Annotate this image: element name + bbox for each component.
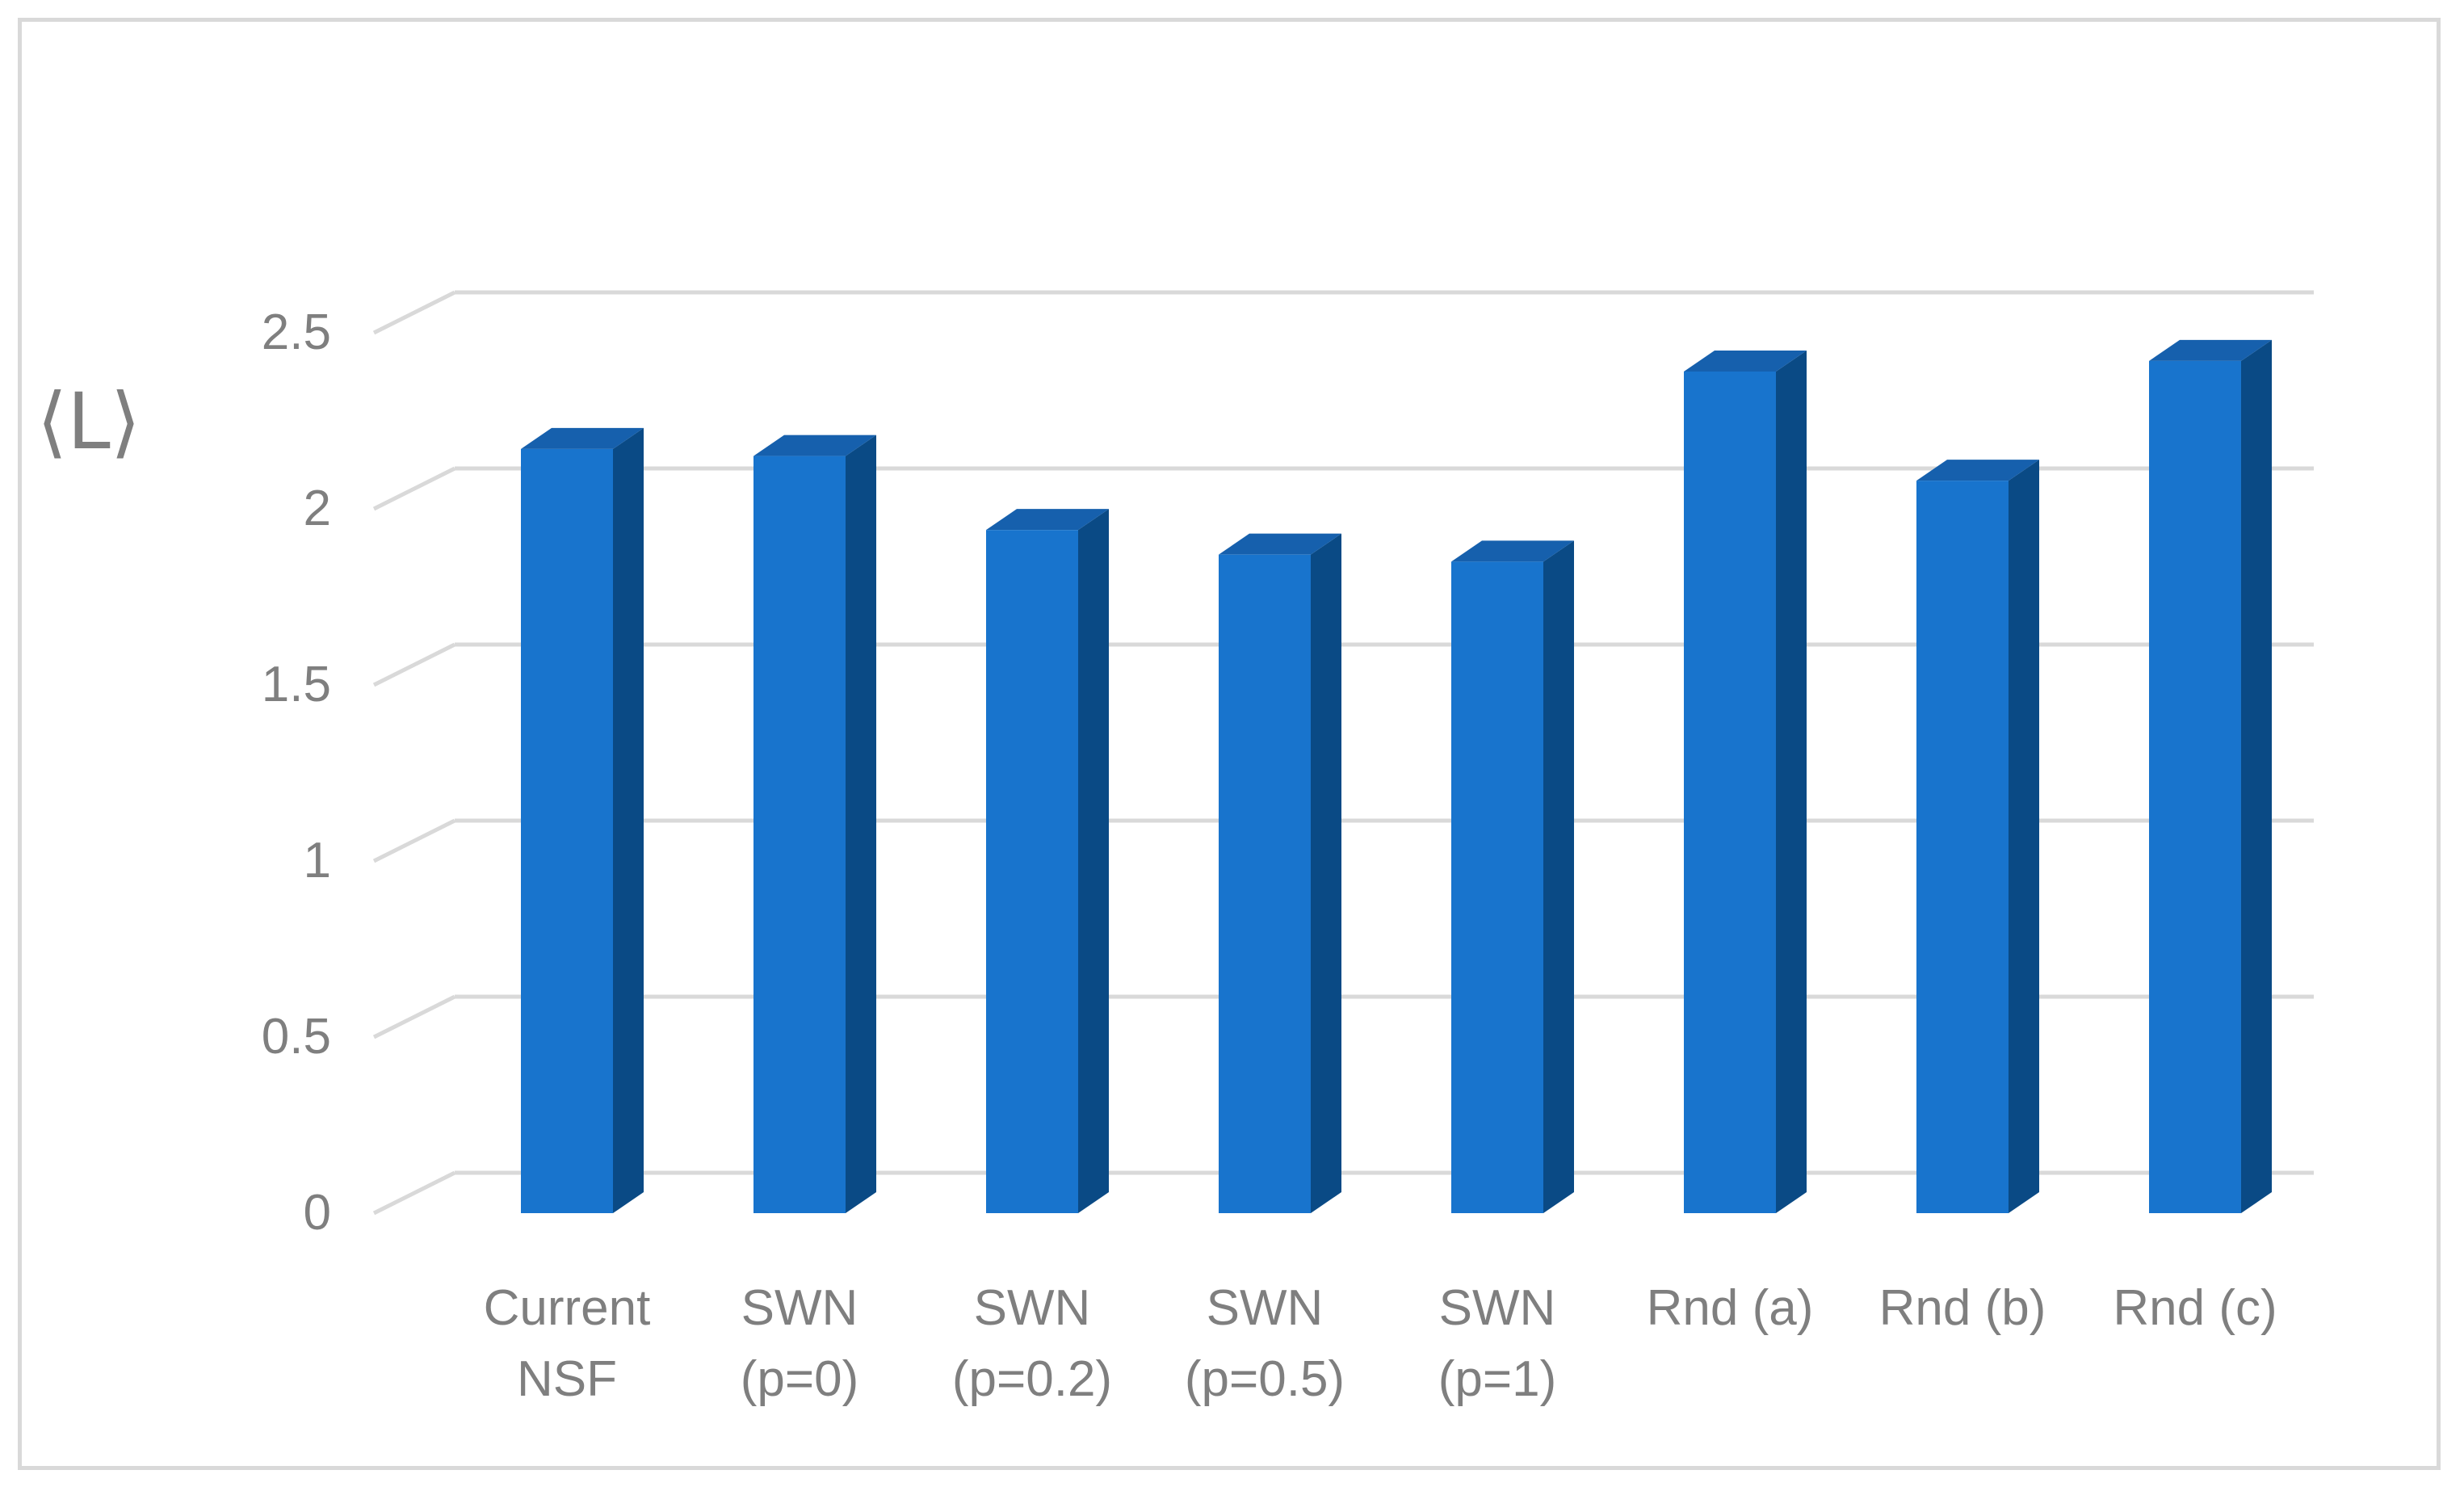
y-tick-label: 0.5 bbox=[262, 1009, 331, 1065]
x-category-label: SWN (p=0.5) bbox=[1185, 1280, 1345, 1407]
x-category-label: Rnd (b) bbox=[1879, 1280, 2046, 1336]
bar bbox=[1684, 350, 1807, 1214]
gridline bbox=[372, 290, 2314, 335]
bar bbox=[1916, 460, 2039, 1213]
y-axis-ticks: 0 0.5 1 1.5 2 2.5 bbox=[262, 304, 331, 1241]
y-tick-label: 1.5 bbox=[262, 657, 331, 712]
y-tick-label: 2 bbox=[304, 481, 331, 536]
bar bbox=[521, 427, 644, 1213]
y-axis-title: ⟨L⟩ bbox=[37, 376, 141, 467]
bar bbox=[986, 509, 1109, 1213]
x-category-label: Current NSF bbox=[484, 1280, 651, 1407]
bar bbox=[2149, 339, 2272, 1213]
y-tick-label: 2.5 bbox=[262, 304, 331, 360]
x-category-label: SWN (p=0) bbox=[741, 1280, 858, 1407]
bar bbox=[1451, 540, 1574, 1213]
y-tick-label: 1 bbox=[304, 833, 331, 888]
x-category-label: SWN (p=1) bbox=[1438, 1280, 1556, 1407]
bar bbox=[753, 435, 876, 1213]
x-category-label: SWN (p=0.2) bbox=[952, 1280, 1112, 1407]
x-axis-categories: Current NSF SWN (p=0) SWN (p=0.2) SWN (p=0.5) SW… bbox=[484, 1280, 2277, 1407]
x-category-label: Rnd (c) bbox=[2113, 1280, 2277, 1336]
y-tick-label: 0 bbox=[304, 1185, 331, 1241]
bar bbox=[1219, 533, 1341, 1213]
bars bbox=[521, 339, 2272, 1214]
x-category-label: Rnd (a) bbox=[1647, 1280, 1814, 1336]
